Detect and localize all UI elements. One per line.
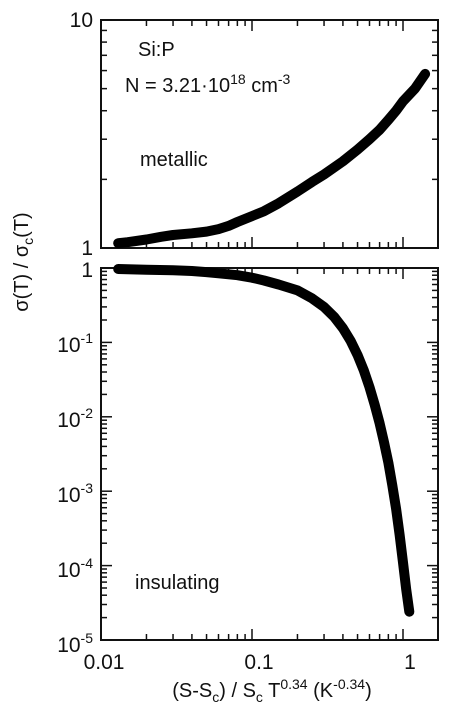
insulating-data-curve [113, 264, 415, 617]
bottom-panel-frame [100, 267, 439, 641]
bottom-ytick-label-1e-3: 10-3 [57, 480, 93, 507]
bottom-ytick-label-1e-4: 10-4 [57, 555, 93, 582]
xtick-label-1: 1 [404, 651, 416, 674]
top-ytick-label-1: 1 [81, 237, 93, 260]
density-unit: cm [246, 75, 278, 97]
top-ytick-label-10: 10 [70, 9, 93, 32]
bottom-ytick-label-1e-1: 10-1 [57, 330, 93, 357]
density-exponent: 18 [230, 71, 246, 87]
density-label: N = 3.21·1018 cm-3 [125, 71, 291, 97]
insulating-label: insulating [135, 572, 220, 594]
y-axis-label: σ(T) / σc(T) [11, 212, 36, 311]
x-axis-label: (S-Sc) / Sc T0.34 (K-0.34) [172, 676, 372, 702]
bottom-ytick-label-1e-2: 10-2 [57, 405, 93, 432]
top-panel-frame [100, 19, 439, 249]
xtick-label-0.1: 0.1 [244, 651, 273, 674]
density-unit-exponent: -3 [278, 71, 291, 87]
metallic-label: metallic [140, 149, 208, 171]
density-prefix: N = 3.21·10 [125, 75, 230, 97]
metallic-data-curve [113, 68, 431, 249]
top-panel-ticks [100, 19, 438, 249]
sample-label: Si:P [138, 39, 175, 61]
bottom-ytick-label-1: 1 [81, 259, 93, 282]
xtick-label-0.01: 0.01 [84, 651, 125, 674]
bottom-ytick-label-1e-5: 10-5 [57, 630, 93, 657]
